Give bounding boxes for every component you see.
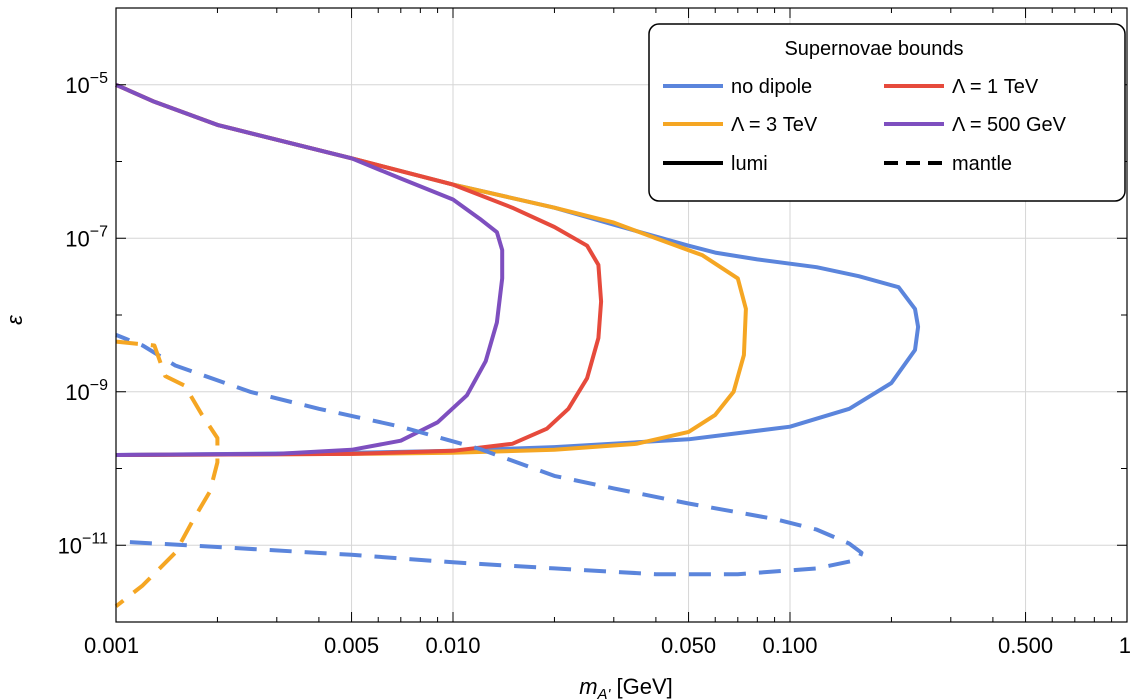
- x-axis-label-subscript: A': [597, 686, 612, 700]
- legend-entries: no dipole Λ = 1 TeV Λ = 3 TeV Λ = 500 GeV lu…: [663, 76, 1067, 175]
- x-tick-label: 0.005: [324, 633, 379, 658]
- x-axis-label: mA' [GeV]: [579, 674, 673, 700]
- y-axis-label: ε: [2, 315, 27, 325]
- grid: [115, 8, 1128, 622]
- x-axis-label-symbol: m: [579, 674, 597, 699]
- legend-box: [648, 23, 1126, 202]
- y-tick-label: 10−9: [65, 377, 108, 405]
- legend: Supernovae bounds no dipole Λ = 1 TeV Λ = …: [648, 23, 1126, 202]
- legend-label: mantle: [952, 153, 1012, 175]
- plot-area: [114, 82, 921, 608]
- x-tick-label: 1: [1119, 633, 1131, 658]
- x-tick-label: 0.010: [425, 633, 480, 658]
- x-tick-label: 0.100: [762, 633, 817, 658]
- x-tick-label: 0.500: [998, 633, 1053, 658]
- x-axis-label-unit: [GeV]: [610, 674, 672, 699]
- series-line-3: [115, 82, 505, 457]
- series-line-4: [115, 333, 864, 577]
- legend-label: lumi: [731, 153, 768, 175]
- legend-label: Λ = 500 GeV: [952, 114, 1067, 136]
- x-tick-label: 0.001: [84, 633, 139, 658]
- legend-label: no dipole: [731, 76, 812, 98]
- y-axis-tick-labels: 10−5 10−7 10−9 10−11: [58, 70, 109, 559]
- y-tick-label: 10−11: [58, 530, 109, 558]
- y-tick-label: 10−7: [65, 223, 108, 251]
- x-axis-tick-labels: 0.001 0.005 0.010 0.050 0.100 0.500 1: [84, 633, 1131, 658]
- y-tick-label: 10−5: [65, 70, 108, 98]
- x-tick-label: 0.050: [661, 633, 716, 658]
- legend-label: Λ = 1 TeV: [952, 76, 1039, 98]
- legend-title: Supernovae bounds: [784, 38, 963, 60]
- legend-label: Λ = 3 TeV: [731, 114, 818, 136]
- series-line-5: [114, 339, 220, 608]
- axis-ticks: [115, 8, 1127, 623]
